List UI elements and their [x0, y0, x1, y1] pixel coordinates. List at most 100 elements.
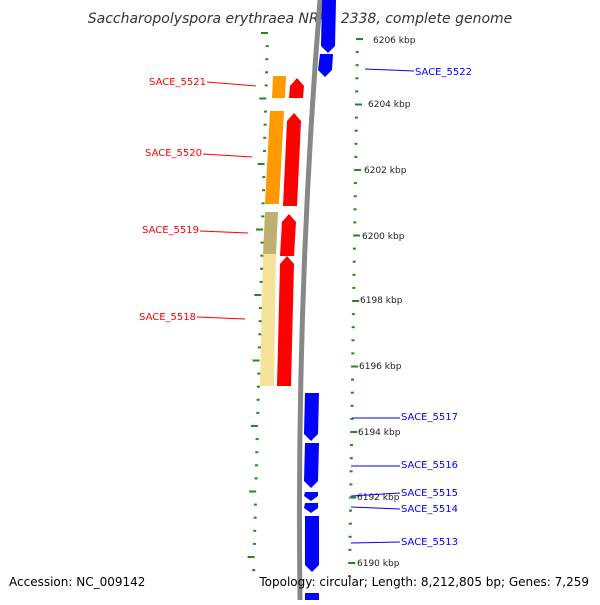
highlight-bar-sace-5520: [265, 111, 284, 204]
minor-tick: [353, 182, 357, 185]
minor-tick: [263, 123, 267, 126]
axis-labels: 6206 kbp 6204 kbp 6202 kbp 6200 kbp 6198…: [357, 36, 416, 569]
minor-tick: [263, 149, 266, 152]
minor-tick: [255, 438, 259, 441]
minor-tick: [253, 529, 257, 532]
gene-arrow-sace-5514[interactable]: [304, 503, 318, 513]
gene-arrow-sace-5518[interactable]: [277, 256, 294, 386]
major-tick: [247, 556, 255, 558]
forward-strand: [277, 78, 304, 386]
gene-label-sace-5521[interactable]: SACE_5521: [149, 77, 206, 88]
highlight-bars: [260, 76, 286, 386]
gene-arrow-bottom-partial[interactable]: [305, 593, 319, 600]
major-tick: [348, 562, 356, 564]
minor-tick: [353, 221, 357, 224]
major-tick: [254, 294, 262, 296]
minor-tick: [258, 333, 262, 336]
minor-tick: [350, 404, 354, 407]
minor-tick: [353, 195, 357, 198]
minor-tick: [262, 176, 266, 179]
gene-arrow-sace-5515[interactable]: [304, 492, 318, 501]
minor-tick: [354, 129, 358, 132]
gene-label-sace-5522[interactable]: SACE_5522: [415, 67, 472, 78]
map-title: Saccharopolyspora erythraea NRRL 2338, c…: [88, 11, 513, 27]
minor-tick: [255, 451, 259, 454]
highlight-bar-sace-5518: [260, 254, 276, 386]
minor-tick: [254, 464, 258, 467]
gene-arrow-sace-5516[interactable]: [304, 443, 319, 488]
minor-tick: [260, 241, 264, 244]
gene-arrow-sace-5521[interactable]: [289, 78, 304, 98]
minor-tick: [254, 477, 258, 480]
minor-tick: [352, 286, 356, 289]
accession-text: Accession: NC_009142: [9, 575, 145, 589]
minor-tick: [353, 208, 357, 211]
leader-line-sace-5521: [206, 81, 257, 87]
minor-tick: [348, 575, 351, 578]
gene-arrow-top-partial[interactable]: [321, 0, 336, 53]
minor-tick: [256, 411, 260, 414]
major-tick: [249, 490, 257, 493]
minor-tick: [260, 254, 264, 257]
minor-tick: [349, 470, 353, 473]
minor-tick: [265, 45, 269, 48]
major-tick: [353, 234, 361, 237]
minor-tick: [355, 90, 359, 93]
major-tick: [256, 228, 263, 231]
minor-tick: [257, 372, 261, 375]
minor-tick: [262, 189, 265, 192]
minor-tick: [252, 542, 256, 545]
tick-row-right: [348, 38, 363, 578]
gene-label-sace-5520[interactable]: SACE_5520: [145, 148, 202, 159]
gene-label-sace-5513[interactable]: SACE_5513: [401, 537, 458, 548]
minor-tick: [350, 444, 353, 447]
leader-line-sace-5520: [202, 153, 253, 158]
minor-tick: [253, 516, 257, 519]
gene-label-sace-5516[interactable]: SACE_5516: [401, 460, 458, 471]
minor-tick: [261, 215, 265, 218]
leader-line-sace-5519: [199, 230, 249, 234]
minor-tick: [351, 378, 354, 381]
minor-tick: [256, 398, 260, 401]
gene-arrow-sace-5522[interactable]: [318, 54, 333, 77]
minor-tick: [354, 155, 358, 158]
minor-tick: [257, 346, 261, 349]
minor-tick: [261, 202, 265, 205]
gene-label-sace-5517[interactable]: SACE_5517: [401, 412, 458, 423]
major-tick: [257, 163, 265, 165]
axis-label-6192: 6192 kbp: [357, 493, 400, 503]
gene-label-sace-5518[interactable]: SACE_5518: [139, 312, 196, 323]
minor-tick: [260, 267, 263, 270]
tick-row-left: [247, 32, 269, 572]
minor-tick: [352, 273, 356, 276]
leader-line-sace-5513: [350, 541, 401, 544]
gene-arrow-sace-5517[interactable]: [304, 393, 319, 441]
gene-label-sace-5515[interactable]: SACE_5515: [401, 488, 458, 499]
minor-tick: [349, 483, 353, 486]
minor-tick: [355, 64, 359, 67]
leader-line-sace-5515: [350, 492, 401, 497]
leader-line-sace-5522: [364, 68, 415, 72]
axis-label-6206: 6206 kbp: [373, 36, 416, 46]
gene-label-sace-5519[interactable]: SACE_5519: [142, 225, 199, 236]
reverse-strand: [304, 0, 336, 600]
minor-tick: [265, 58, 269, 61]
major-tick: [350, 431, 358, 433]
major-tick: [349, 496, 357, 499]
major-tick: [259, 97, 267, 100]
reverse-gene-labels: SACE_5522 SACE_5517 SACE_5516 SACE_5515 …: [350, 67, 472, 548]
minor-tick: [348, 535, 352, 538]
minor-tick: [349, 509, 352, 512]
gene-label-sace-5514[interactable]: SACE_5514: [401, 504, 458, 515]
minor-tick: [263, 136, 267, 139]
minor-tick: [348, 522, 352, 525]
minor-tick: [352, 260, 356, 263]
minor-tick: [258, 307, 262, 310]
gene-arrow-sace-5513[interactable]: [305, 516, 319, 572]
axis-label-6202: 6202 kbp: [364, 166, 407, 176]
gene-arrow-sace-5520[interactable]: [283, 113, 301, 206]
axis-label-6200: 6200 kbp: [362, 232, 405, 242]
gene-arrow-sace-5519[interactable]: [280, 214, 296, 256]
minor-tick: [256, 385, 260, 388]
